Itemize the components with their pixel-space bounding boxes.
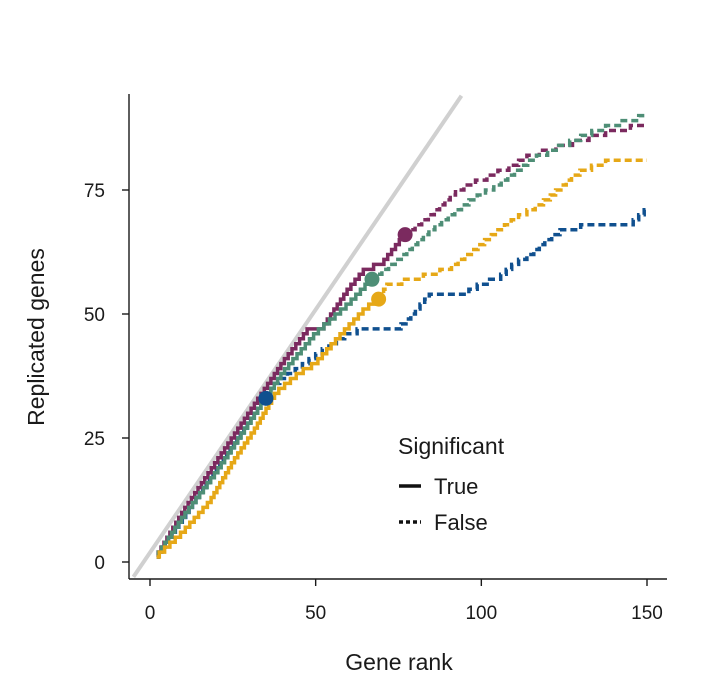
x-tick-label: 50 [305, 603, 326, 624]
x-tick-label: 100 [465, 603, 497, 624]
series-3 [156, 158, 647, 559]
axes-layer [128, 94, 667, 580]
x-tick-label: 0 [145, 603, 156, 624]
legend: Significant True False [398, 433, 505, 535]
legend-title: Significant [398, 433, 505, 459]
cutoff-points [258, 227, 413, 406]
reference-line [131, 94, 464, 579]
series-0-nonsignificant-line [265, 208, 647, 401]
series-0 [156, 208, 647, 559]
series-2-significant-line [156, 277, 372, 559]
series-1-nonsignificant-line [405, 123, 647, 237]
tick-layer: 0 50 100 150 0 25 50 75 [84, 181, 663, 624]
x-axis-title: Gene rank [345, 649, 453, 675]
y-axis-title: Replicated genes [23, 248, 49, 426]
series-3-significant-line [156, 297, 379, 559]
legend-label-true: True [434, 474, 478, 499]
series-2-nonsignificant-line [372, 113, 647, 282]
x-tick-label: 150 [631, 603, 663, 624]
y-tick-label: 25 [84, 429, 105, 450]
series-3-nonsignificant-line [378, 158, 647, 301]
reference-line-layer [131, 94, 464, 579]
series-0-cutoff-point [258, 390, 274, 406]
y-tick-label: 50 [84, 305, 105, 326]
series-1-cutoff-point [397, 227, 413, 243]
series-2-cutoff-point [364, 271, 380, 287]
series-2 [156, 113, 647, 559]
series-1 [156, 123, 647, 559]
y-tick-label: 75 [84, 181, 105, 202]
series-3-cutoff-point [371, 291, 387, 307]
legend-label-false: False [434, 510, 488, 535]
y-tick-label: 0 [94, 553, 105, 574]
